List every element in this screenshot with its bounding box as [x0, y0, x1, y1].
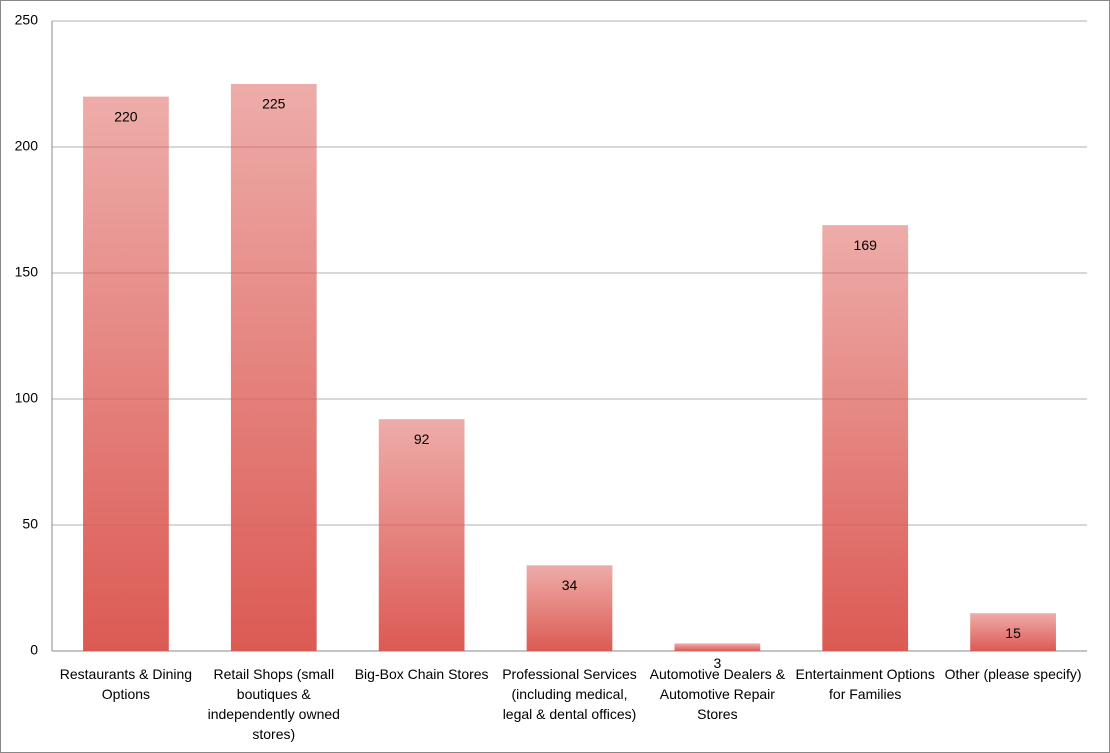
y-tick-label: 100	[15, 390, 39, 406]
data-label: 92	[414, 431, 430, 447]
data-label: 225	[262, 96, 286, 112]
data-label: 169	[854, 237, 878, 253]
bar	[526, 565, 613, 651]
data-label: 15	[1005, 625, 1021, 641]
x-tick-label: Automotive Dealers & Automotive Repair S…	[649, 666, 786, 722]
y-tick-label: 250	[15, 12, 39, 28]
y-tick-label: 200	[15, 138, 39, 154]
bar	[83, 96, 169, 652]
bar	[378, 419, 465, 651]
bar	[822, 225, 909, 651]
bar	[230, 84, 317, 651]
data-label: 3	[713, 655, 721, 671]
x-tick-label: Big-Box Chain Stores	[354, 666, 489, 682]
data-label: 220	[114, 108, 138, 124]
y-tick-label: 0	[30, 642, 38, 658]
x-tick-label: Restaurants & Dining Options	[59, 666, 193, 702]
x-tick-label: Professional Services (including medical…	[502, 666, 637, 722]
data-label: 34	[562, 577, 578, 593]
bar	[970, 613, 1056, 651]
y-tick-label: 150	[15, 264, 39, 280]
x-tick-label: Other (please specify)	[944, 666, 1082, 682]
x-tick-label: Retail Shops (small boutiques & independ…	[207, 666, 340, 742]
x-tick-label: Entertainment Options for Families	[795, 666, 935, 702]
bar	[674, 643, 761, 651]
y-tick-label: 50	[22, 516, 38, 532]
